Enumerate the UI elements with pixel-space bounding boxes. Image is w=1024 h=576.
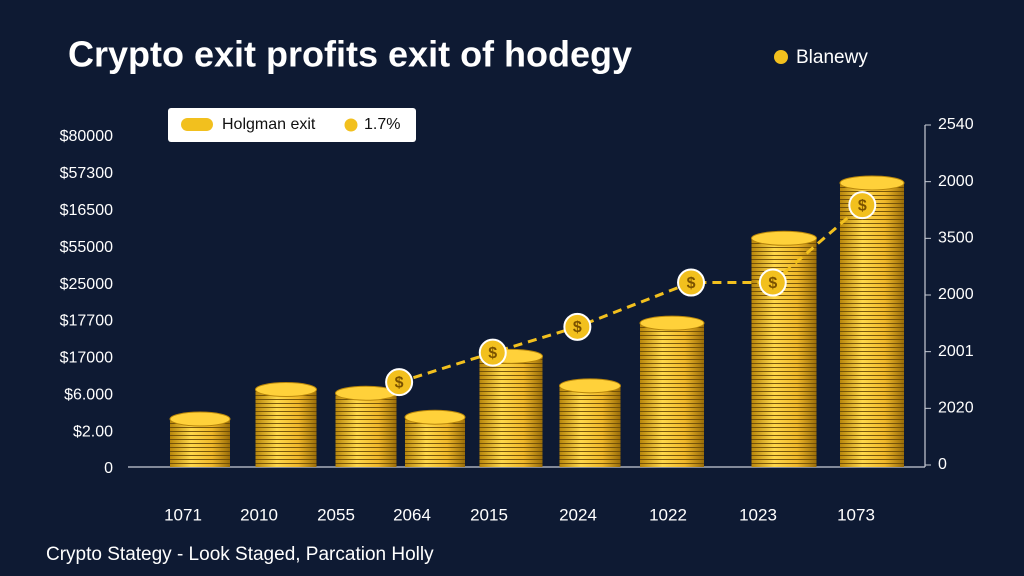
coin-stack [639,315,705,467]
coin-stack [839,175,905,467]
y2-tick-label: 2000 [938,173,974,190]
coin-marker [677,268,706,297]
coin-stack [255,382,317,467]
coin-marker [478,338,507,367]
coin-stack [751,230,817,467]
coin-stack [559,378,621,467]
y-tick-label: $6.000 [64,386,113,403]
y2-tick-label: 3500 [938,230,974,247]
marker-symbol: $ [395,374,404,391]
y-tick-label: $17700 [60,313,113,330]
coin-stack [169,411,231,467]
top-legend: Blanewy [796,47,868,68]
marker-symbol: $ [687,275,696,292]
x-tick-label: 1073 [837,505,875,524]
coin-marker [563,312,592,341]
marker-symbol: $ [573,319,582,336]
line [398,203,864,384]
marker-symbol: $ [488,345,497,362]
y2-tick-label: 2001 [938,343,974,360]
y-tick-label: $25000 [60,276,113,293]
y2-tick-label: 2020 [938,400,974,417]
x-tick-label: 2055 [317,505,355,524]
coin-marker [385,368,414,397]
legend-swatch [181,118,213,131]
x-tick-label: 2064 [393,505,431,524]
coin-stack [479,348,543,467]
coin-marker [758,268,787,297]
coin-marker [848,191,877,220]
x-tick-label: 1022 [649,505,687,524]
legend-box [168,108,416,142]
y-tick-label: $17000 [60,350,113,367]
x-tick-label: 1071 [164,505,202,524]
chart-title: Crypto exit profits exit of hodegy [68,34,632,75]
y-tick-label: 0 [104,460,113,477]
legend-label: Holgman exit [222,116,316,133]
y-tick-label: $2.00 [73,423,113,440]
x-tick-label: 2024 [559,505,597,524]
x-tick-label: 1023 [739,505,777,524]
legend-label: 1.7% [364,116,400,133]
y-tick-label: $80000 [60,128,113,145]
coin-stack [335,385,397,467]
y2-tick-label: 2540 [938,116,974,133]
y-tick-label: $55000 [60,239,113,256]
y2-tick-label: 0 [938,456,947,473]
y2-tick-label: 2000 [938,286,974,303]
coin-stack [404,409,466,467]
y-tick-label: $57300 [60,165,113,182]
x-tick-label: 2015 [470,505,508,524]
marker-symbol: $ [768,275,777,292]
y-tick-label: $16500 [60,202,113,219]
footer: Crypto Stategy - Look Staged, Parcation … [46,544,434,565]
marker-symbol: $ [858,197,867,214]
legend-swatch [344,118,358,132]
legend-dot [774,50,788,64]
x-tick-label: 2010 [240,505,278,524]
